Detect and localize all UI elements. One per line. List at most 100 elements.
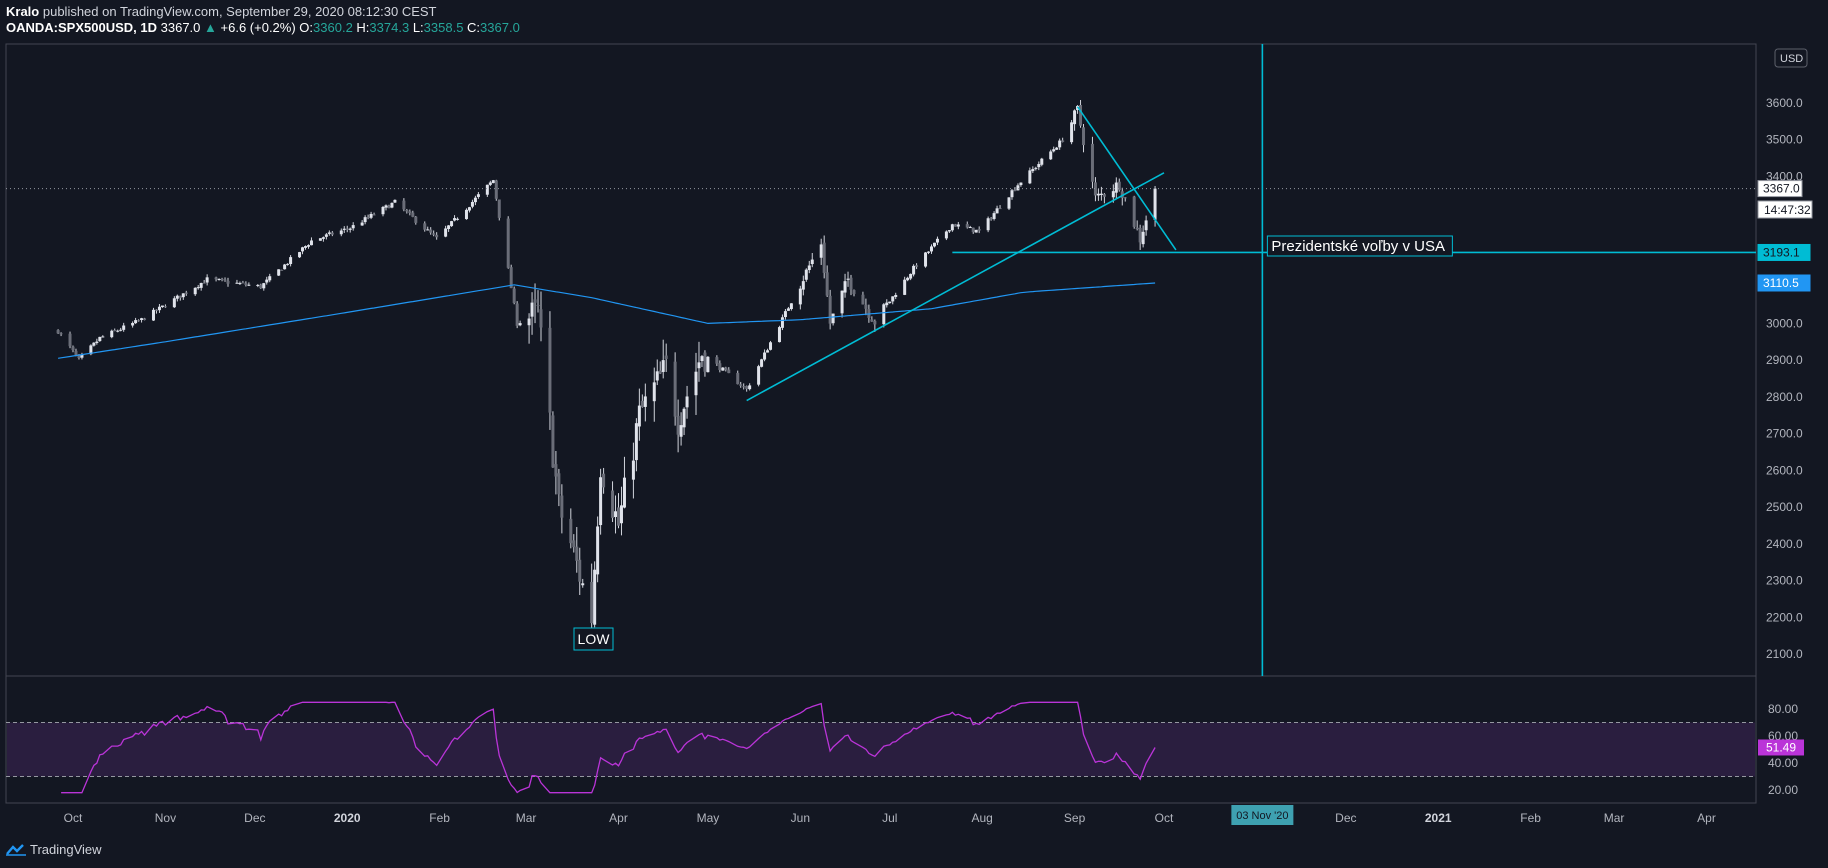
candle-body <box>390 202 394 208</box>
candle-body <box>1114 182 1118 193</box>
downtrend-line[interactable] <box>1076 106 1177 251</box>
candle-body <box>372 214 376 216</box>
candle-body <box>947 230 951 232</box>
candle-body <box>929 246 933 252</box>
candle-body <box>536 305 540 307</box>
candle-body <box>622 477 626 508</box>
candle-body <box>402 200 406 210</box>
rsi-tick-label: 80.00 <box>1768 702 1798 716</box>
candle-body <box>163 306 167 308</box>
candle-body <box>411 212 415 217</box>
candle-body <box>560 495 564 518</box>
candle-body <box>1120 191 1124 198</box>
candle-body <box>748 385 752 390</box>
candle-body <box>685 396 689 408</box>
candle-body <box>673 361 677 417</box>
candle-body <box>268 276 272 281</box>
candle-body <box>661 360 665 372</box>
time-tick-label: Dec <box>1335 811 1356 825</box>
candle-body <box>676 415 680 435</box>
candle-body <box>244 283 248 285</box>
publish-text: published on TradingView.com, September … <box>42 4 437 19</box>
rsi-tick-label: 20.00 <box>1768 783 1798 797</box>
candle-body <box>432 233 436 235</box>
candle-body <box>122 325 126 330</box>
candle-body <box>1019 182 1023 186</box>
candle-body <box>309 240 313 246</box>
candle-body <box>807 265 811 271</box>
close-value: 3367.0 <box>480 20 520 35</box>
candle-body <box>1016 185 1020 191</box>
candle-body <box>739 384 743 386</box>
price-tick-label: 2100.0 <box>1766 647 1803 661</box>
moving-average-line <box>58 282 1156 359</box>
candle-body <box>596 526 600 575</box>
candle-body <box>873 320 877 325</box>
candle-body <box>995 208 999 214</box>
candle-body <box>742 386 746 388</box>
candle-body <box>548 327 552 413</box>
candle-body <box>721 367 725 371</box>
price-pane[interactable] <box>5 43 1757 677</box>
candle-body <box>664 355 668 359</box>
candle-body <box>745 386 749 389</box>
candle-body <box>1093 182 1097 196</box>
election-label-text: Prezidentské voľby v USA <box>1271 238 1445 255</box>
candle-body <box>157 306 161 311</box>
candle-body <box>736 372 740 385</box>
last-price-marker-bg <box>1757 180 1803 198</box>
candle-body <box>71 346 75 351</box>
candle-body <box>134 320 138 324</box>
price-tick-label: 2500.0 <box>1766 500 1803 514</box>
low-label-box[interactable] <box>573 627 614 651</box>
candle-body <box>95 341 99 343</box>
candle-body <box>640 400 644 408</box>
candle-body <box>906 277 910 281</box>
candle-body <box>619 505 623 524</box>
candle-body <box>655 371 659 381</box>
candle-body <box>119 329 123 331</box>
candle-body <box>715 357 719 364</box>
candle-body <box>682 408 686 428</box>
time-tick-label: May <box>697 811 720 825</box>
time-tick-label: Apr <box>1697 811 1716 825</box>
rsi-value-marker: 51.49 <box>1766 740 1796 754</box>
candle-body <box>1052 149 1056 152</box>
candle-body <box>989 218 993 220</box>
candle-body <box>998 208 1002 210</box>
candle-body <box>408 211 412 213</box>
candle-body <box>569 518 573 544</box>
tradingview-brand[interactable]: TradingView <box>30 842 102 857</box>
election-label-box[interactable] <box>1266 235 1453 257</box>
last-price: 3367.0 <box>160 20 201 35</box>
low-label-text: LOW <box>578 631 611 647</box>
low-value: 3358.5 <box>423 20 464 35</box>
candle-body <box>277 269 281 276</box>
change-value: +6.6 (+0.2%) <box>220 20 296 35</box>
candle-body <box>491 180 495 184</box>
up-triangle-icon: ▲ <box>204 20 217 35</box>
candle-body <box>345 228 349 230</box>
candle-body <box>652 382 656 402</box>
candle-body <box>780 317 784 328</box>
candle-body <box>1132 196 1136 227</box>
candle-body <box>512 288 516 303</box>
level-marker-bg <box>1757 243 1811 261</box>
time-tick-label: 2020 <box>334 811 361 825</box>
candle-body <box>74 350 78 355</box>
candle-body <box>631 460 635 480</box>
uptrend-line[interactable] <box>746 172 1165 402</box>
level-marker: 3193.1 <box>1763 245 1800 259</box>
candle-body <box>68 333 72 347</box>
candle-body <box>1138 227 1142 243</box>
candle-body <box>509 267 513 289</box>
candle-body <box>324 234 328 237</box>
symbol-label[interactable]: OANDA:SPX500USD, 1D <box>6 20 157 35</box>
currency-badge[interactable] <box>1774 48 1808 68</box>
open-label: O: <box>299 20 314 35</box>
candle-body <box>932 242 936 247</box>
candle-body <box>953 224 957 227</box>
candle-body <box>801 281 805 290</box>
candle-body <box>658 370 662 374</box>
